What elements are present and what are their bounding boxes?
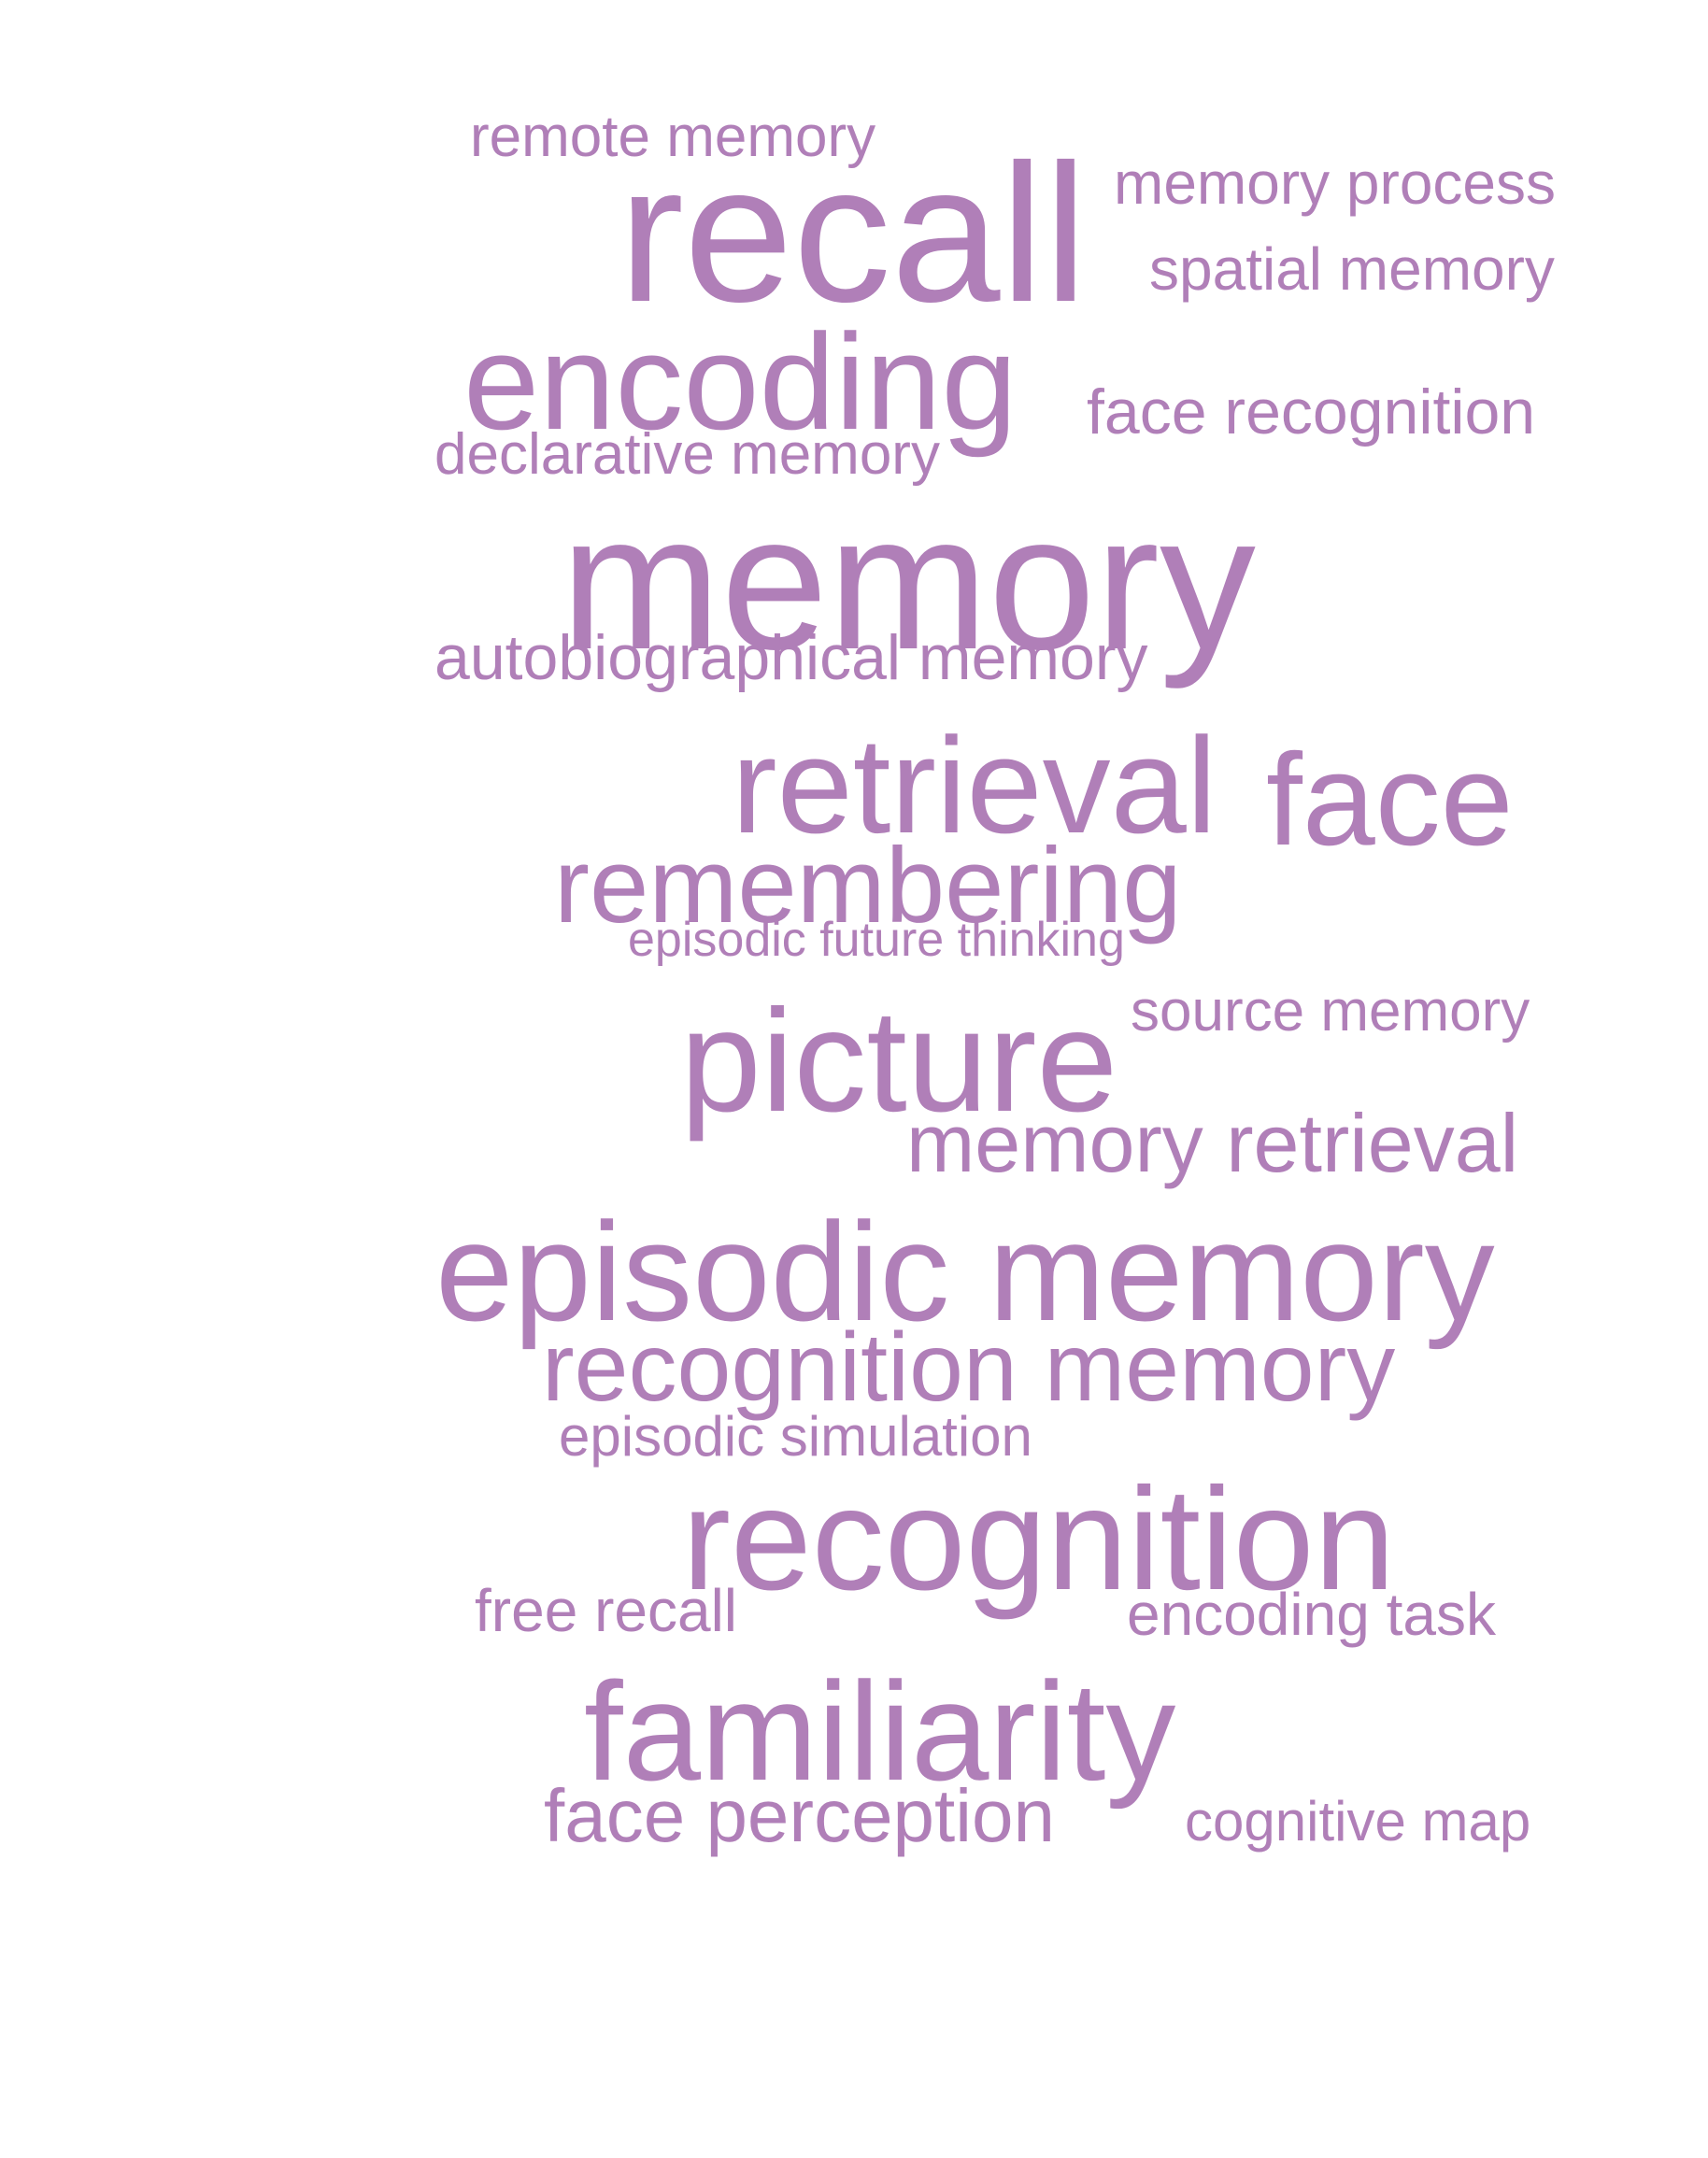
word-remote-memory: remote memory (470, 105, 876, 169)
word-spatial-memory: spatial memory (1149, 235, 1555, 303)
word-remembering: remembering (554, 827, 1182, 945)
word-face: face (1266, 726, 1514, 873)
word-face-perception: face perception (544, 1774, 1056, 1857)
word-memory-retrieval: memory retrieval (906, 1097, 1519, 1189)
word-cognitive-map: cognitive map (1185, 1790, 1531, 1853)
word-recognition-memory: recognition memory (542, 1313, 1396, 1422)
word-recall: recall (619, 123, 1088, 343)
word-memory-process: memory process (1114, 149, 1556, 217)
word-encoding: encoding (463, 305, 1018, 458)
word-encoding-task: encoding task (1127, 1581, 1496, 1648)
word-declarative-memory: declarative memory (434, 422, 940, 487)
word-free-recall: free recall (475, 1577, 737, 1644)
word-source-memory: source memory (1131, 979, 1530, 1044)
word-autobiographical-memory: autobiographical memory (434, 622, 1148, 693)
word-recognition: recognition (682, 1458, 1396, 1621)
word-familiarity: familiarity (584, 1653, 1176, 1810)
word-episodic-simulation: episodic simulation (559, 1405, 1032, 1468)
word-episodic-memory: episodic memory (435, 1193, 1495, 1350)
word-memory: memory (561, 475, 1256, 689)
word-episodic-future-thinking: episodic future thinking (628, 913, 1125, 967)
word-retrieval: retrieval (732, 709, 1217, 861)
word-face-recognition: face recognition (1087, 376, 1536, 447)
word-picture: picture (680, 980, 1118, 1143)
